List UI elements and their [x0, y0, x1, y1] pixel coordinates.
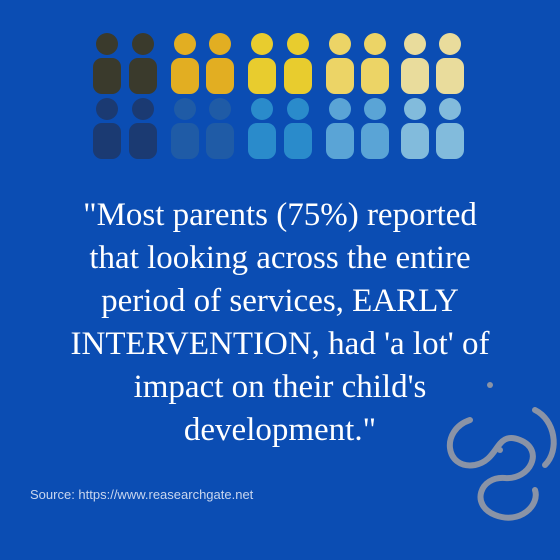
person-head	[287, 33, 309, 55]
person-head	[209, 98, 231, 120]
person-body	[284, 58, 312, 94]
person-head	[287, 98, 309, 120]
person-body	[93, 58, 121, 94]
person-head	[439, 98, 461, 120]
person-head	[174, 98, 196, 120]
decoration	[446, 382, 557, 521]
person-body	[171, 58, 199, 94]
person-head	[132, 33, 154, 55]
person-body	[436, 58, 464, 94]
person-body	[401, 123, 429, 159]
person-head	[209, 33, 231, 55]
person-body	[248, 123, 276, 159]
person-body	[326, 123, 354, 159]
swirl	[446, 417, 539, 521]
person-head	[251, 33, 273, 55]
dot	[497, 447, 503, 453]
person-head	[439, 33, 461, 55]
person-body	[284, 123, 312, 159]
person-head	[404, 98, 426, 120]
person-head	[364, 33, 386, 55]
person-body	[326, 58, 354, 94]
person-head	[132, 98, 154, 120]
person-head	[364, 98, 386, 120]
person-head	[329, 98, 351, 120]
person-body	[206, 58, 234, 94]
quote-line: INTERVENTION, had 'a lot' of	[71, 326, 490, 362]
quote-line: impact on their child's	[134, 369, 427, 405]
people-icons	[93, 33, 464, 159]
dot	[487, 382, 493, 388]
person-head	[96, 98, 118, 120]
swirl	[532, 407, 557, 468]
person-head	[404, 33, 426, 55]
person-body	[129, 58, 157, 94]
person-body	[361, 58, 389, 94]
person-body	[436, 123, 464, 159]
person-body	[129, 123, 157, 159]
person-body	[171, 123, 199, 159]
quote-line: development."	[184, 412, 376, 448]
quote-line: that looking across the entire	[89, 240, 470, 276]
person-head	[251, 98, 273, 120]
quote-line: "Most parents (75%) reported	[83, 197, 477, 233]
person-head	[96, 33, 118, 55]
quote-line: period of services, EARLY	[101, 283, 459, 319]
person-body	[206, 123, 234, 159]
person-body	[361, 123, 389, 159]
person-head	[174, 33, 196, 55]
source: Source: https://www.reasearchgate.net	[30, 487, 254, 502]
person-body	[248, 58, 276, 94]
person-head	[329, 33, 351, 55]
person-body	[401, 58, 429, 94]
person-body	[93, 123, 121, 159]
